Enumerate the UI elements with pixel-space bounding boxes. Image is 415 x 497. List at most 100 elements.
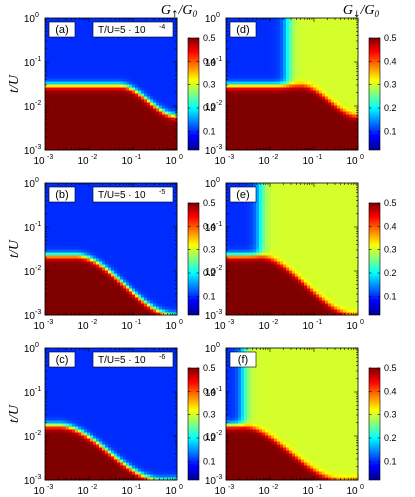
heatmap-cell [114,63,118,67]
heatmap-cell [75,384,79,388]
heatmap-cell [117,201,121,205]
heatmap-cell [102,201,106,205]
heatmap-cell [66,408,70,412]
heatmap-cell [81,111,85,115]
heatmap-cell [99,54,103,58]
heatmap-cell [153,51,157,55]
heatmap-cell [66,255,70,259]
heatmap-cell [153,267,157,271]
heatmap-cell [126,270,130,274]
heatmap-cell [174,108,178,112]
heatmap-cell [135,126,139,130]
heatmap-cell [84,381,88,385]
heatmap-cell [153,138,157,142]
heatmap-cell [69,471,73,475]
heatmap-cell [162,207,166,211]
heatmap-cell [90,306,94,310]
heatmap-cell [90,300,94,304]
heatmap-cell [51,63,55,67]
heatmap-cell [165,126,169,130]
heatmap-cell [66,306,70,310]
heatmap-cell [75,273,79,277]
heatmap-cell [120,123,124,127]
heatmap-cell [99,111,103,115]
heatmap-cell [105,111,109,115]
heatmap-cell [102,228,106,232]
heatmap-cell [57,282,61,286]
heatmap-cell [45,21,49,25]
heatmap-cell [90,282,94,286]
heatmap-cell [126,72,130,76]
heatmap-cell [138,36,142,40]
heatmap-cell [141,297,145,301]
heatmap-cell [60,387,64,391]
heatmap-cell [84,306,88,310]
heatmap-cell [66,117,70,121]
heatmap-cell [75,390,79,394]
heatmap-cell [150,294,154,298]
heatmap-cell [72,222,76,226]
heatmap-cell [54,36,58,40]
heatmap-cell [48,420,52,424]
heatmap-cell [54,420,58,424]
heatmap-cell [168,105,172,109]
heatmap-cell [72,240,76,244]
heatmap-cell [99,87,103,91]
heatmap-cell [66,105,70,109]
heatmap-cell [93,234,97,238]
heatmap-cell [123,225,127,229]
heatmap-cell [66,396,70,400]
heatmap-cell [93,141,97,145]
heatmap-cell [135,207,139,211]
heatmap-cell [153,141,157,145]
heatmap-cell [78,111,82,115]
heatmap-cell [93,273,97,277]
heatmap-cell [48,306,52,310]
heatmap-cell [45,30,49,34]
heatmap-cell [162,309,166,313]
heatmap-cell [48,207,52,211]
heatmap-cell [168,261,172,265]
heatmap-cell [132,42,136,46]
heatmap-cell [126,243,130,247]
heatmap-cell [93,54,97,58]
heatmap-cell [174,144,178,148]
heatmap-cell [117,234,121,238]
heatmap-cell [57,456,61,460]
heatmap-cell [48,63,52,67]
heatmap-cell [138,57,142,61]
heatmap-cell [135,90,139,94]
heatmap-cell [120,303,124,307]
heatmap-cell [168,99,172,103]
heatmap-cell [69,312,73,316]
heatmap-cell [117,60,121,64]
heatmap-cell [165,276,169,280]
heatmap-cell [84,141,88,145]
heatmap-cell [63,429,67,433]
heatmap-cell [171,42,175,46]
heatmap-cell [93,432,97,436]
heatmap-cell [147,96,151,100]
heatmap-cell [81,372,85,376]
heatmap-cell [54,441,58,445]
heatmap-cell [78,312,82,316]
heatmap-cell [111,69,115,73]
heatmap-cell [48,69,52,73]
heatmap-cell [111,75,115,79]
heatmap-cell [114,129,118,133]
heatmap-cell [111,102,115,106]
y-tick-label: 10 [24,146,36,157]
heatmap-cell [144,72,148,76]
heatmap-cell [78,291,82,295]
heatmap-cell [63,297,67,301]
heatmap-cell [123,81,127,85]
heatmap-cell [123,270,127,274]
heatmap-cell [111,135,115,139]
heatmap-cell [78,105,82,109]
heatmap-cell [81,294,85,298]
heatmap-cell [75,309,79,313]
heatmap-cell [126,48,130,52]
heatmap-cell [123,246,127,250]
heatmap-cell [96,114,100,118]
heatmap-cell [60,81,64,85]
